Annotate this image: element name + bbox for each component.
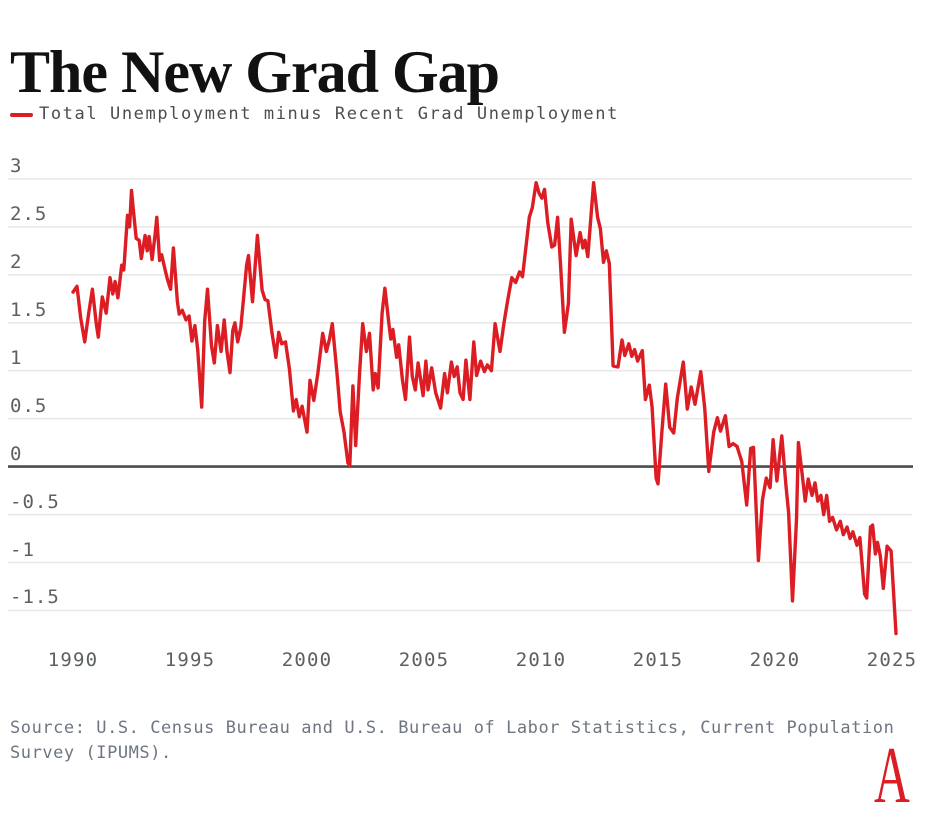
y-axis-tick-label: 3 — [10, 155, 23, 177]
x-axis-tick-label: 1990 — [47, 649, 99, 671]
y-axis-tick-label: -1.5 — [10, 586, 60, 608]
x-axis-tick-label: 2010 — [515, 649, 567, 671]
x-axis-tick-label: 2000 — [281, 649, 333, 671]
chart-title: The New Grad Gap — [10, 39, 500, 106]
y-axis-tick-label: 1 — [10, 347, 23, 369]
y-axis-tick-label: 2.5 — [10, 203, 48, 225]
y-axis-tick-label: -0.5 — [10, 491, 60, 513]
data-line-series — [71, 180, 898, 636]
legend-line-swatch-icon — [10, 112, 33, 117]
legend-label: Total Unemployment minus Recent Grad Une… — [39, 104, 619, 124]
y-axis-tick-label: 0.5 — [10, 395, 48, 417]
y-axis-tick-label: 2 — [10, 251, 23, 273]
x-axis-tick-label: 2020 — [749, 649, 801, 671]
source-note: Source: U.S. Census Bureau and U.S. Bure… — [10, 718, 895, 763]
y-axis-tick-label: 0 — [10, 443, 23, 465]
legend: Total Unemployment minus Recent Grad Une… — [10, 103, 619, 125]
x-axis-tick-label: 2015 — [632, 649, 684, 671]
y-axis-tick-label: -1 — [10, 539, 35, 561]
x-axis-tick-label: 1995 — [164, 649, 216, 671]
x-axis-tick-label: 2025 — [866, 649, 918, 671]
x-axis-tick-label: 2005 — [398, 649, 450, 671]
publisher-logo: A — [874, 732, 910, 820]
y-axis-tick-label: 1.5 — [10, 299, 48, 321]
